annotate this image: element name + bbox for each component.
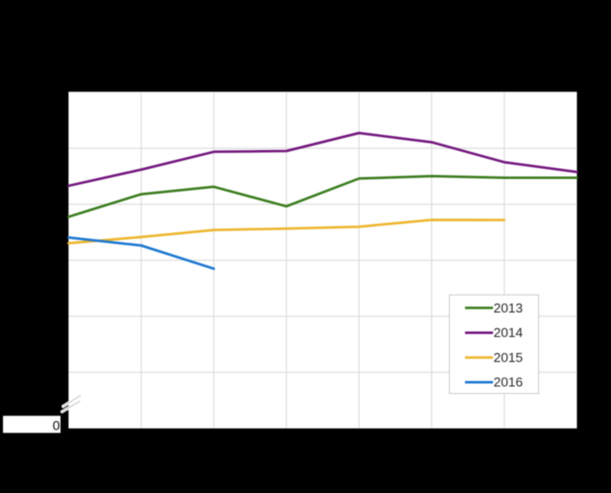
svg-text:2015: 2015	[494, 350, 523, 365]
svg-text:0: 0	[53, 418, 60, 433]
svg-text:2014: 2014	[494, 325, 523, 340]
svg-text:2016: 2016	[494, 375, 523, 390]
svg-text:2013: 2013	[494, 300, 523, 315]
